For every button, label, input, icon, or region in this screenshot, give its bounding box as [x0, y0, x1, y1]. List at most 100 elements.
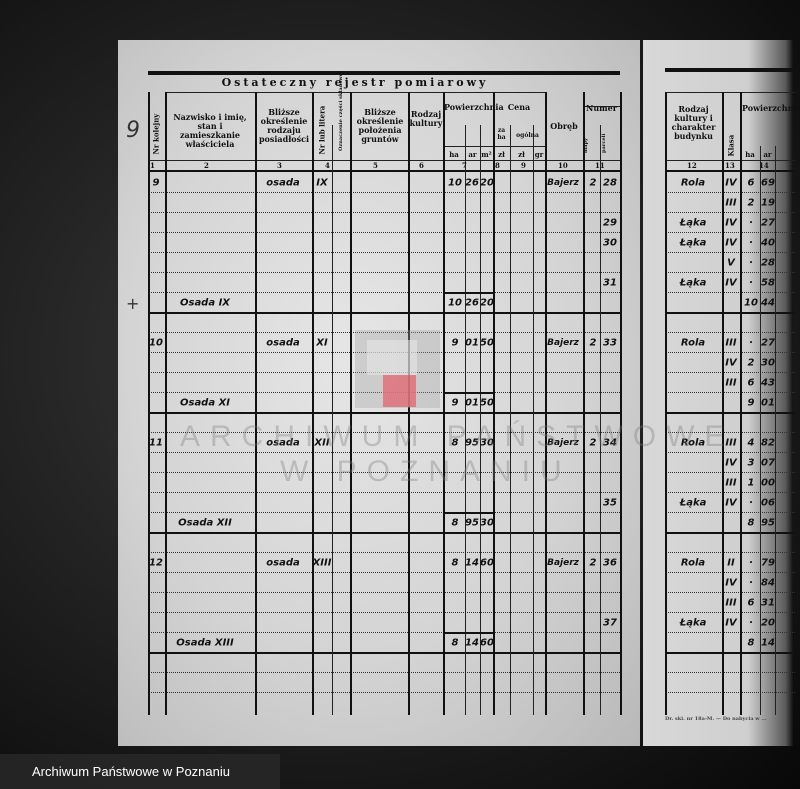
cell-ar: 01	[465, 397, 479, 409]
rule-numer	[583, 106, 620, 107]
column-rule	[493, 92, 495, 715]
right-cell-klasa: IV	[725, 577, 737, 589]
margin-cross: +	[126, 294, 140, 313]
row-rule-right	[665, 632, 795, 633]
header-area: Powierzchnia	[444, 102, 504, 112]
header-total-gr: gr	[534, 150, 544, 159]
cell-ar: 14	[465, 637, 479, 649]
cell-ar: 14	[465, 557, 479, 569]
header-right-ar: ar	[763, 150, 772, 159]
right-cell-ar: 31	[761, 597, 775, 609]
row-rule	[148, 272, 620, 273]
right-cell-ar: 07	[761, 457, 775, 469]
right-cell-ha: ·	[749, 277, 753, 289]
right-cell-ar: 84	[761, 577, 775, 589]
header-total-zl: zł	[518, 150, 525, 159]
row-rule-right	[665, 252, 795, 253]
right-cell-ar: 82	[761, 437, 775, 449]
right-cell-kultura: Łąka	[679, 237, 707, 249]
column-rule-right	[665, 92, 667, 715]
right-cell-klasa: IV	[725, 617, 737, 629]
column-number: 3	[277, 161, 282, 170]
column-rule	[165, 92, 167, 715]
form-footer-print: Dr. ski. nr 18a-M. — Do nabycia w ...	[665, 716, 767, 722]
right-cell-klasa: IV	[725, 237, 737, 249]
cell-ha: 9	[451, 397, 459, 409]
cell-nr: 11	[149, 437, 163, 449]
column-rule	[620, 92, 622, 715]
header-m2: m²	[481, 150, 492, 159]
right-cell-ha: ·	[749, 257, 753, 269]
row-rule	[148, 192, 620, 193]
cell-parcela: 36	[603, 557, 617, 569]
right-cell-klasa: III	[725, 337, 737, 349]
right-cell-ha: ·	[749, 577, 753, 589]
cell-obreb: Bajerz	[547, 178, 579, 188]
right-cell-ar: 30	[761, 357, 775, 369]
right-cell-ha: ·	[749, 217, 753, 229]
header-ha: ha	[449, 150, 459, 159]
header-price-zl: zł	[498, 150, 505, 159]
row-rule-right	[665, 692, 795, 693]
cell-ha: 10	[448, 297, 462, 309]
row-rule-right	[665, 392, 795, 393]
sub-column-rule	[465, 125, 466, 715]
sub-column-rule	[332, 125, 333, 715]
column-rule	[583, 92, 585, 715]
row-rule	[148, 592, 620, 593]
header-right-culture: Rodzaj kultury i charakter budynku	[671, 104, 716, 141]
cell-ar: 01	[465, 337, 479, 349]
right-cell-ha: 10	[744, 297, 758, 309]
archive-caption: Archiwum Państwowe w Poznaniu	[0, 754, 280, 789]
cell-ha: 10	[448, 177, 462, 189]
header-part: Oznaczenie części składowej	[338, 71, 344, 151]
cell-mapa: 2	[589, 557, 597, 569]
row-rule	[148, 692, 620, 693]
cell-rodzaj: osada	[266, 337, 300, 349]
row-rule-right	[665, 272, 795, 273]
total-rule	[443, 632, 493, 634]
row-rule-right	[665, 472, 795, 473]
row-rule-right	[665, 332, 795, 333]
sub-column-rule-right	[760, 146, 761, 715]
header-total: ogólna	[516, 132, 539, 139]
rule-top	[148, 71, 620, 75]
right-cell-ha: ·	[749, 337, 753, 349]
right-cell-ha: ·	[749, 237, 753, 249]
right-cell-ha: ·	[749, 617, 753, 629]
right-cell-ha: 3	[747, 457, 755, 469]
row-rule	[148, 292, 620, 293]
cell-m2: 20	[480, 177, 494, 189]
row-rule-right	[665, 432, 795, 433]
header-price-per-ha: za ha	[497, 127, 506, 141]
row-rule	[148, 512, 620, 513]
osada-total-label: Osada XII	[178, 517, 232, 529]
header-ar: ar	[468, 150, 477, 159]
right-cell-ha: 2	[747, 357, 755, 369]
row-rule	[148, 632, 620, 633]
right-cell-ha: ·	[749, 557, 753, 569]
right-cell-ar: 40	[761, 237, 775, 249]
row-rule	[148, 312, 620, 314]
right-cell-ha: 6	[747, 597, 755, 609]
row-rule	[148, 652, 620, 654]
right-cell-ar: 01	[761, 397, 775, 409]
cell-nr: 10	[149, 337, 163, 349]
row-rule-right	[665, 512, 795, 513]
cell-parcela: 29	[603, 217, 617, 229]
cell-lit: XIII	[312, 557, 332, 569]
header-parceli: parceli	[601, 133, 607, 153]
rule-col-numbers-right	[665, 170, 795, 172]
right-cell-klasa: III	[725, 377, 737, 389]
cell-rodzaj: osada	[266, 177, 300, 189]
header-price: Cena	[507, 102, 531, 112]
header-location: Bliższe określenie położenia gruntów	[356, 107, 404, 144]
cell-mapa: 2	[589, 337, 597, 349]
right-cell-klasa: IV	[725, 497, 737, 509]
row-rule-right	[665, 412, 795, 414]
row-rule-right	[665, 592, 795, 593]
row-rule	[148, 612, 620, 613]
row-rule-right	[665, 232, 795, 233]
cell-nr: 12	[149, 557, 163, 569]
row-rule	[148, 672, 620, 673]
